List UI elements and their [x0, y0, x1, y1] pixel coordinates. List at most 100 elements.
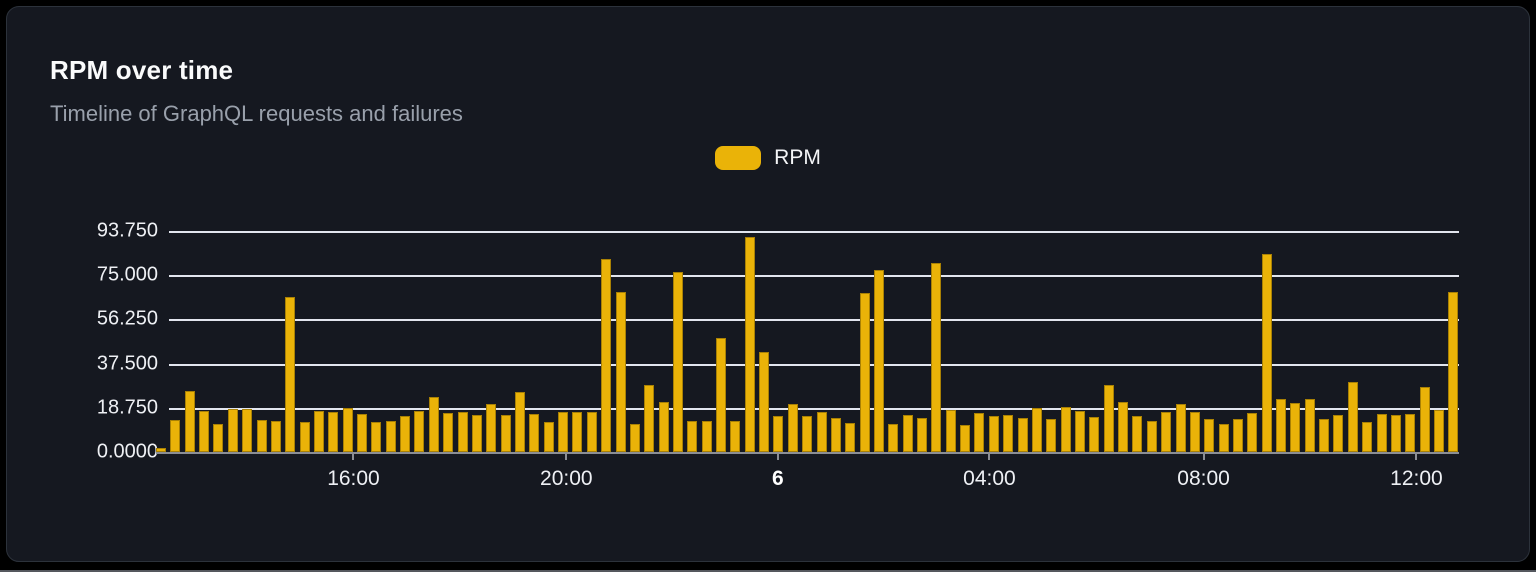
bar: [414, 411, 425, 452]
bar: [1290, 402, 1301, 452]
bar: [1031, 408, 1042, 452]
bar: [1218, 424, 1229, 452]
bar: [945, 410, 956, 452]
bar: [242, 409, 253, 452]
plot-area: [156, 231, 1459, 454]
bar: [859, 292, 870, 452]
bar: [299, 421, 310, 452]
bar: [1247, 412, 1258, 452]
window-bottom-edge: [0, 570, 1536, 572]
bar: [514, 392, 525, 452]
bar: [845, 422, 856, 452]
x-tick: [565, 454, 568, 460]
bar: [270, 421, 281, 452]
bar: [1405, 414, 1416, 452]
x-tick-label: 16:00: [327, 467, 380, 490]
bar: [773, 416, 784, 452]
bar: [1376, 413, 1387, 452]
chart-subtitle: Timeline of GraphQL requests and failure…: [50, 101, 463, 126]
bar: [873, 269, 884, 452]
bar: [816, 411, 827, 452]
bar: [1448, 291, 1459, 452]
bar: [601, 258, 612, 452]
bar: [687, 420, 698, 452]
bar: [371, 421, 382, 452]
x-tick: [1415, 454, 1418, 460]
bar: [1390, 415, 1401, 452]
bar: [1161, 411, 1172, 452]
y-axis: 93.750 75.000 56.250 37.500 18.750 0.0000: [7, 220, 158, 463]
bar: [385, 421, 396, 452]
bar: [328, 412, 339, 452]
legend: RPM: [7, 146, 1529, 170]
bar: [572, 411, 583, 452]
bar: [716, 337, 727, 452]
bar: [1046, 418, 1057, 452]
bar: [500, 414, 511, 452]
gridline: [169, 275, 1459, 278]
bar: [830, 417, 841, 452]
bar: [787, 404, 798, 452]
gridline: [169, 363, 1459, 366]
bar: [1419, 386, 1430, 452]
bar: [1060, 406, 1071, 452]
bar-series-rpm: [156, 231, 1459, 452]
bar: [701, 421, 712, 452]
bar: [400, 415, 411, 452]
bar: [156, 448, 166, 452]
bar: [342, 407, 353, 452]
bar: [457, 411, 468, 452]
legend-item-rpm[interactable]: RPM: [715, 146, 821, 170]
bar: [313, 410, 324, 452]
x-tick-label: 08:00: [1177, 467, 1230, 490]
bar: [1003, 414, 1014, 452]
y-tick-label: 75.000: [96, 263, 158, 286]
bar: [1118, 401, 1129, 452]
bar: [1362, 421, 1373, 452]
bar: [184, 390, 195, 452]
y-tick-label: 56.250: [96, 307, 158, 330]
bar: [1189, 412, 1200, 452]
chart-card: RPM over time Timeline of GraphQL reques…: [6, 6, 1530, 562]
bar: [471, 414, 482, 452]
bar: [672, 271, 683, 452]
bar: [199, 411, 210, 452]
bar: [1103, 385, 1114, 452]
bar: [1175, 404, 1186, 452]
bar: [917, 417, 928, 452]
gridline: [169, 231, 1459, 233]
bar: [586, 411, 597, 452]
bar: [615, 292, 626, 452]
legend-swatch-icon: [715, 146, 762, 170]
x-tick-label: 6: [772, 467, 784, 490]
bar: [960, 425, 971, 452]
bar: [1075, 410, 1085, 452]
bar: [1261, 254, 1272, 452]
bar: [170, 420, 181, 452]
bar: [1146, 420, 1157, 452]
bar: [988, 416, 999, 452]
legend-label: RPM: [774, 146, 821, 169]
bar: [1347, 381, 1358, 452]
x-tick: [988, 454, 991, 460]
bar: [256, 420, 267, 452]
gridline: [169, 407, 1459, 410]
bar: [543, 421, 554, 452]
y-tick-label: 93.750: [96, 219, 158, 242]
bar: [1132, 415, 1143, 452]
y-tick-label: 0.0000: [96, 440, 158, 463]
bar: [1319, 419, 1330, 452]
bar: [1089, 416, 1100, 452]
bar: [357, 414, 368, 452]
x-tick-label: 20:00: [540, 467, 593, 490]
bar: [285, 296, 296, 452]
bar: [1017, 417, 1028, 452]
x-tick-label: 12:00: [1390, 467, 1443, 490]
y-tick-label: 18.750: [96, 396, 158, 419]
bar: [759, 351, 770, 452]
bar: [486, 404, 497, 452]
bar: [658, 401, 669, 452]
bar: [227, 409, 238, 452]
bar: [730, 421, 741, 452]
